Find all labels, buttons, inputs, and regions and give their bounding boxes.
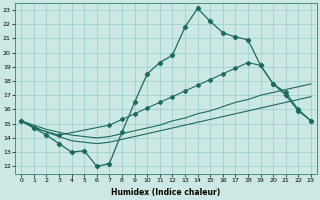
- X-axis label: Humidex (Indice chaleur): Humidex (Indice chaleur): [111, 188, 221, 197]
